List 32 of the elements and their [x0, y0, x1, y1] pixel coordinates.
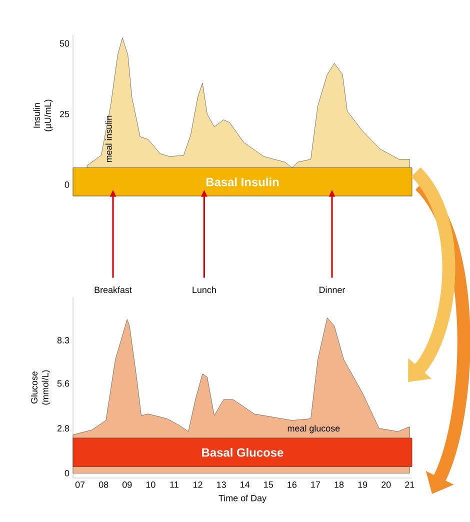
- x-tick-label: 16: [288, 482, 297, 488]
- y-tick-label: 25: [60, 110, 70, 118]
- y-tick-label: 8.3: [57, 337, 70, 344]
- text: Dinner: [320, 286, 346, 294]
- x-tick-label: 08: [98, 482, 108, 488]
- y-axis-title: Insulin (µU/mL): [33, 100, 53, 132]
- y-tick-label: 5.6: [57, 380, 70, 387]
- x-tick-label: 07: [75, 482, 85, 488]
- y-axis-title: Glucose (mmol/L): [30, 370, 50, 405]
- x-tick-label: 20: [382, 482, 391, 488]
- x-tick-label: 17: [311, 482, 320, 488]
- band-label: Basal Glucose: [202, 448, 284, 457]
- x-tick-label: 21: [405, 482, 414, 488]
- band-label: Basal Insulin: [206, 177, 279, 186]
- series-label: meal glucose: [288, 424, 340, 434]
- x-tick-label: 18: [334, 482, 344, 488]
- text: Lunch: [192, 286, 216, 294]
- y-tick-label: 0: [64, 470, 70, 476]
- x-axis-title: Time of Day: [218, 494, 266, 504]
- x-tick-label: 10: [146, 482, 156, 488]
- text: Breakfast: [94, 286, 132, 294]
- x-tick-label: 09: [122, 482, 132, 488]
- x-tick-label: 19: [358, 482, 368, 488]
- x-tick-label: 11: [170, 482, 178, 488]
- x-tick-label: 13: [217, 482, 226, 488]
- y-tick-label: 2.8: [57, 425, 70, 432]
- x-tick-label: 14: [240, 482, 250, 488]
- x-tick-label: 12: [193, 482, 202, 488]
- y-tick-label: 50: [60, 40, 70, 47]
- x-tick-label: 15: [264, 482, 274, 488]
- y-tick-label: 0: [64, 182, 70, 188]
- series-label: meal insulin: [105, 116, 112, 162]
